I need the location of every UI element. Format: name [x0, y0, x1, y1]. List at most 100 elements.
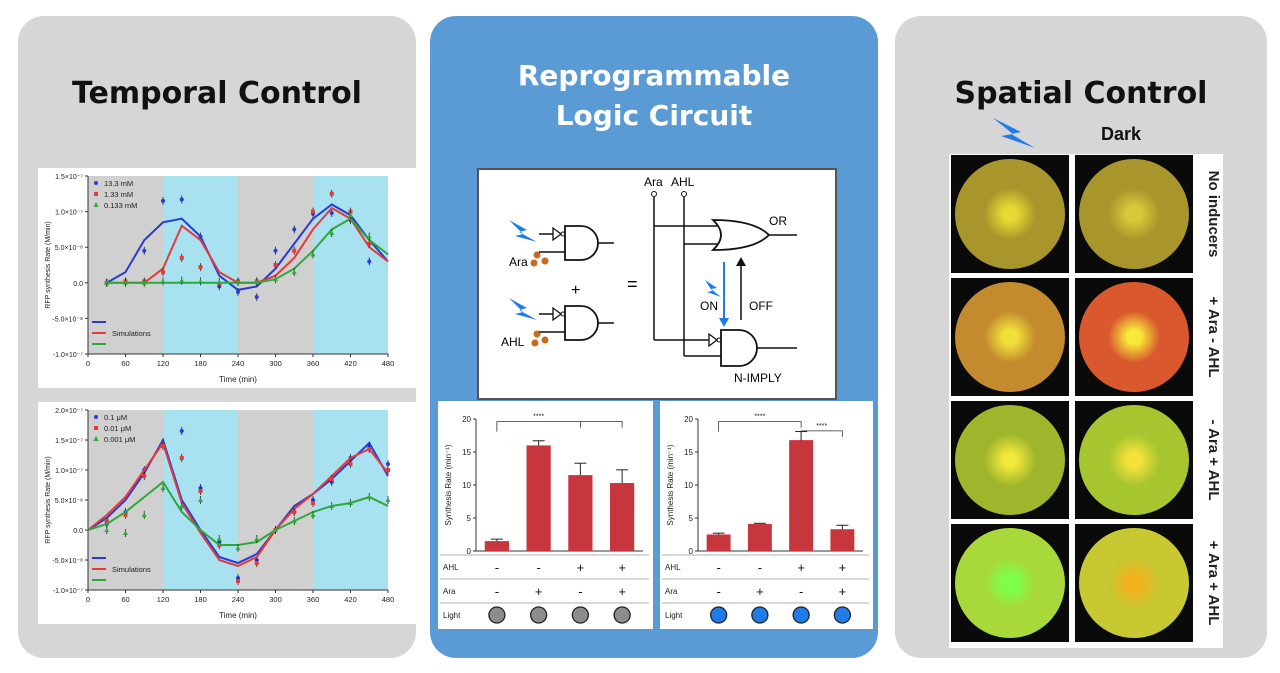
x-tick-label: 60	[121, 359, 129, 368]
data-point	[142, 248, 147, 253]
agar-plate	[955, 405, 1065, 515]
bar	[526, 445, 551, 551]
light-indicator-circle	[613, 606, 631, 624]
y-tick-label: 10	[462, 481, 471, 490]
logic-title-line-1: Reprogrammable	[517, 59, 791, 92]
spatial-control-panel: Spatial Control Dark No inducers + Ara - …	[895, 16, 1267, 658]
y-axis-label: Synthesis Rate (min⁻¹)	[666, 444, 675, 525]
y-tick-label: 1.0×10⁻⁷	[55, 468, 83, 475]
significance-label: ****	[533, 414, 544, 421]
data-point	[292, 248, 297, 253]
data-point	[366, 494, 372, 499]
legend-marker	[94, 415, 98, 419]
y-tick-label: -5.0×10⁻⁸	[52, 558, 83, 565]
x-tick-label: 360	[307, 359, 320, 368]
data-point	[367, 447, 372, 451]
circuit-ahl-input-label: AHL	[501, 335, 525, 349]
spatial-control-title: Spatial Control	[954, 76, 1208, 111]
data-point	[348, 462, 353, 466]
legend-label: 0.133 mM	[104, 201, 137, 210]
data-point	[104, 280, 110, 285]
data-point	[329, 477, 334, 481]
simulation-line	[87, 440, 389, 568]
light-indicator-circle	[571, 606, 590, 624]
agar-plate	[1079, 528, 1189, 638]
condition-value: -	[536, 560, 540, 575]
plate-image-light	[951, 401, 1069, 519]
y-tick-label: 2.0×10⁻⁷	[55, 408, 83, 415]
bar	[706, 534, 731, 551]
nimply-gate	[720, 329, 758, 367]
plate-image-dark	[1075, 278, 1193, 396]
light-indicator-circle	[529, 606, 548, 624]
condition-value: +	[577, 560, 585, 575]
data-point	[367, 241, 372, 246]
condition-value: +	[839, 584, 847, 599]
data-point	[329, 211, 334, 216]
inducer-dot	[533, 330, 541, 338]
data-point	[179, 197, 184, 202]
y-tick-label: 20	[462, 415, 471, 424]
plate-image-dark	[1075, 401, 1193, 519]
sim-legend-label: Simulations	[112, 565, 151, 574]
condition-value: +	[756, 584, 764, 599]
agar-plate	[955, 528, 1065, 638]
data-point	[385, 497, 391, 502]
circuit-ara-label: Ara	[644, 175, 663, 189]
lightning-icon	[509, 298, 537, 320]
data-point	[273, 248, 278, 253]
agar-plate	[1079, 282, 1189, 392]
data-point	[179, 456, 184, 460]
legend-label: 0.1 μM	[104, 413, 127, 422]
circuit-ahl-label: AHL	[671, 175, 695, 189]
condition-value: -	[578, 584, 582, 599]
data-point	[254, 536, 260, 541]
data-point	[311, 209, 315, 214]
legend-marker	[93, 436, 99, 441]
data-point	[160, 485, 166, 490]
data-point	[161, 270, 165, 275]
bar	[610, 483, 635, 551]
data-point	[292, 510, 297, 514]
data-point	[310, 512, 316, 517]
lightning-icon	[509, 220, 537, 242]
y-tick-label: 5.0×10⁻⁸	[55, 498, 83, 505]
y-tick-label: 0	[467, 547, 472, 556]
y-tick-label: -5.0×10⁻⁸	[52, 316, 83, 323]
data-point	[348, 500, 353, 505]
y-tick-label: 15	[684, 448, 693, 457]
data-point	[216, 279, 222, 285]
x-tick-label: 480	[382, 595, 395, 604]
condition-value: -	[799, 584, 803, 599]
condition-value: -	[495, 584, 499, 599]
data-point	[142, 474, 147, 478]
legend-label: 0.001 μM	[104, 435, 135, 444]
x-tick-label: 120	[157, 595, 170, 604]
agar-plate	[1079, 405, 1189, 515]
y-tick-label: 1.0×10⁻⁷	[55, 210, 83, 217]
legend-marker	[94, 181, 98, 185]
y-tick-label: 5	[689, 514, 694, 523]
condition-label: + Ara - AHL	[1205, 296, 1222, 378]
plate-image-dark	[1075, 155, 1193, 273]
data-point	[366, 234, 372, 239]
x-tick-label: 420	[344, 359, 357, 368]
y-tick-label: 1.5×10⁻⁷	[55, 438, 83, 445]
inducer-dot	[541, 336, 549, 344]
data-point	[292, 227, 297, 232]
data-point	[198, 265, 203, 270]
temporal-line-chart-1: 1.5×10⁻⁷ 1.0×10⁻⁷ 5.0×10⁻⁸ 0.0 -5.0×10⁻⁸ -1.0…	[45, 174, 394, 384]
data-point	[198, 278, 203, 284]
data-point	[179, 503, 185, 508]
data-point	[160, 278, 166, 284]
data-point	[198, 497, 203, 502]
x-tick-label: 240	[232, 595, 245, 604]
inducer-dot	[533, 251, 541, 259]
data-point	[123, 530, 128, 535]
y-tick-label: 0	[689, 547, 694, 556]
bar	[830, 529, 855, 551]
data-point	[273, 263, 278, 267]
circuit-plus: +	[571, 282, 580, 299]
bar-chart-dark: 0 5 10 15 20 Synthesis Rate (min⁻¹) **** AHL - - +…	[438, 401, 653, 629]
bar	[747, 523, 772, 551]
